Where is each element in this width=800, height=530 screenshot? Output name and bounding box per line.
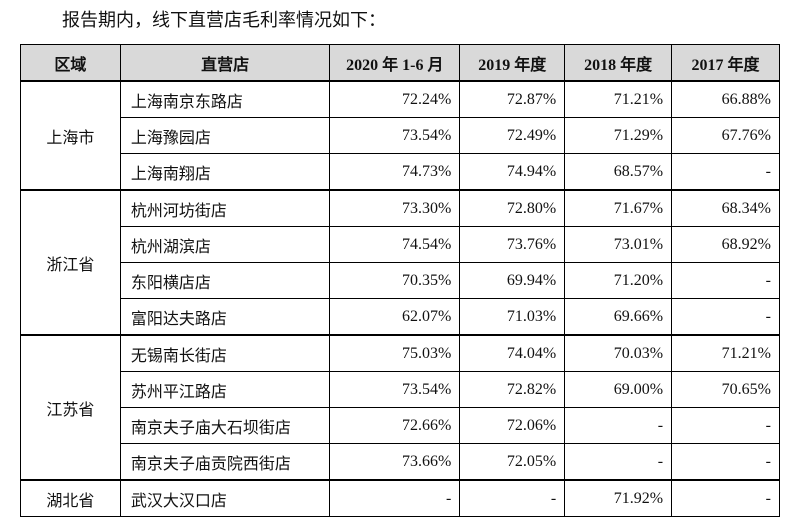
header-cell: 2019 年度 (459, 44, 566, 82)
value-cell: 71.20% (564, 262, 673, 299)
value-cell: - (671, 153, 780, 191)
store-cell: 上海豫园店 (119, 117, 331, 154)
table-row: 南京夫子庙大石坝街店 72.66% 72.06% - - (21, 407, 780, 444)
store-cell: 武汉大汉口店 (119, 479, 331, 517)
value-cell: - (459, 479, 566, 517)
value-cell: 74.73% (329, 153, 461, 191)
region-cell: 江苏省 (20, 334, 121, 481)
value-cell: - (329, 479, 461, 517)
intro-text: 报告期内，线下直营店毛利率情况如下： (62, 10, 386, 30)
value-cell: 72.24% (329, 80, 461, 118)
value-cell: - (564, 407, 673, 444)
header-cell: 直营店 (119, 44, 331, 82)
value-cell: 67.76% (671, 117, 780, 154)
table-row: 富阳达夫路店 62.07% 71.03% 69.66% - (21, 298, 780, 336)
value-cell: 73.30% (329, 189, 461, 227)
table-row: 上海豫园店 73.54% 72.49% 71.29% 67.76% (21, 117, 780, 154)
value-cell: 68.57% (564, 153, 673, 191)
value-cell: 74.54% (329, 226, 461, 263)
value-cell: - (671, 298, 780, 336)
table-body: 上海市 上海南京东路店 72.24% 72.87% 71.21% 66.88% 上海豫园店 7… (20, 80, 780, 517)
value-cell: 73.76% (459, 226, 566, 263)
region-cell: 上海市 (20, 80, 121, 191)
header-cell: 2020 年 1-6 月 (329, 44, 461, 82)
value-cell: - (671, 479, 780, 517)
value-cell: 72.66% (329, 407, 461, 444)
value-cell: 70.65% (671, 371, 780, 408)
value-cell: 71.92% (564, 479, 673, 517)
value-cell: 75.03% (329, 334, 461, 372)
value-cell: 73.54% (329, 371, 461, 408)
value-cell: - (671, 262, 780, 299)
table-row: 东阳横店店 70.35% 69.94% 71.20% - (21, 262, 780, 299)
value-cell: 70.03% (564, 334, 673, 372)
store-cell: 上海南京东路店 (119, 80, 331, 118)
value-cell: - (564, 443, 673, 481)
value-cell: 69.94% (459, 262, 566, 299)
value-cell: 72.49% (459, 117, 566, 154)
store-cell: 富阳达夫路店 (119, 298, 331, 336)
store-cell: 无锡南长街店 (119, 334, 331, 372)
value-cell: 73.54% (329, 117, 461, 154)
region-cell: 湖北省 (20, 479, 121, 517)
table-row: 上海南翔店 74.73% 74.94% 68.57% - (21, 153, 780, 191)
store-cell: 上海南翔店 (119, 153, 331, 191)
store-cell: 南京夫子庙大石坝街店 (119, 407, 331, 444)
header-cell: 2017 年度 (671, 44, 780, 82)
region-cell: 浙江省 (20, 189, 121, 336)
value-cell: 69.00% (564, 371, 673, 408)
value-cell: 66.88% (671, 80, 780, 118)
table-row: 江苏省 无锡南长街店 75.03% 74.04% 70.03% 71.21% (20, 334, 780, 481)
table-row: 杭州湖滨店 74.54% 73.76% 73.01% 68.92% (21, 226, 780, 263)
value-cell: 74.04% (459, 334, 566, 372)
value-cell: 68.92% (671, 226, 780, 263)
value-cell: 62.07% (329, 298, 461, 336)
store-cell: 南京夫子庙贡院西街店 (119, 443, 331, 481)
header-cell: 区域 (20, 44, 121, 82)
value-cell: 73.01% (564, 226, 673, 263)
table-row: 上海市 上海南京东路店 72.24% 72.87% 71.21% 66.88% (20, 80, 780, 191)
value-cell: 72.87% (459, 80, 566, 118)
value-cell: 71.67% (564, 189, 673, 227)
value-cell: 71.29% (564, 117, 673, 154)
table-row: 苏州平江路店 73.54% 72.82% 69.00% 70.65% (21, 371, 780, 408)
table-row: 湖北省 武汉大汉口店 - -71.92% - (20, 479, 780, 517)
value-cell: 74.94% (459, 153, 566, 191)
value-cell: 73.66% (329, 443, 461, 481)
value-cell: 70.35% (329, 262, 461, 299)
table-row: 浙江省 杭州河坊街店 73.30% 72.80% 71.67% 68.34% (20, 189, 780, 336)
value-cell: 71.03% (459, 298, 566, 336)
value-cell: 68.34% (671, 189, 780, 227)
value-cell: 69.66% (564, 298, 673, 336)
value-cell: 72.80% (459, 189, 566, 227)
store-cell: 苏州平江路店 (119, 371, 331, 408)
header-row: 区域 直营店 2020 年 1-6 月 2019 年度 2018 年度 2017 年度 (20, 44, 780, 82)
store-cell: 东阳横店店 (119, 262, 331, 299)
value-cell: - (671, 443, 780, 481)
store-cell: 杭州湖滨店 (119, 226, 331, 263)
value-cell: 71.21% (564, 80, 673, 118)
table-row: 南京夫子庙贡院西街店 73.66% 72.05% - - (21, 443, 780, 481)
store-cell: 杭州河坊街店 (119, 189, 331, 227)
value-cell: 72.06% (459, 407, 566, 444)
margin-table: 区域 直营店 2020 年 1-6 月 2019 年度 2018 年度 2017 年度 上… (20, 44, 780, 517)
value-cell: 72.82% (459, 371, 566, 408)
value-cell: - (671, 407, 780, 444)
header-cell: 2018 年度 (564, 44, 673, 82)
value-cell: 72.05% (459, 443, 566, 481)
value-cell: 71.21% (671, 334, 780, 372)
